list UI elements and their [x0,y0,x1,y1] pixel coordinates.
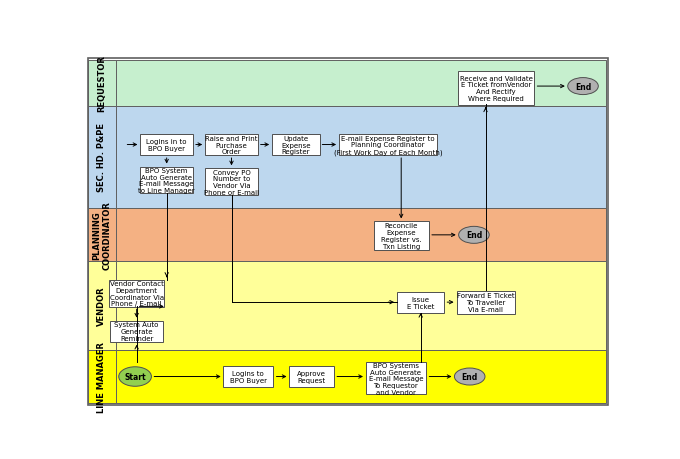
FancyBboxPatch shape [110,321,163,342]
FancyBboxPatch shape [339,134,437,156]
Text: End: End [462,372,478,381]
Text: Vendor Contact
Department
Coordinator Via
Phone / E-mail: Vendor Contact Department Coordinator Vi… [109,280,164,307]
Bar [116,262,606,350]
Text: VENDOR: VENDOR [97,286,106,326]
Text: End: End [575,83,591,91]
Text: Logins to
BPO Buyer: Logins to BPO Buyer [230,370,267,383]
Text: Approve
Request: Approve Request [297,370,326,383]
Ellipse shape [458,227,489,244]
FancyBboxPatch shape [458,72,534,106]
Text: BPO Systems
Auto Generate
E-mail Message
To Requestor
and Vendor: BPO Systems Auto Generate E-mail Message… [369,362,423,395]
FancyBboxPatch shape [140,167,193,194]
FancyBboxPatch shape [373,222,429,250]
Text: BPO System
Auto Generate
E-mail Message
to Line Manager: BPO System Auto Generate E-mail Message … [138,168,195,194]
Bar [88,262,116,350]
Text: System Auto
Generate
Reminder: System Auto Generate Reminder [114,322,159,341]
Bar [88,106,116,209]
Text: REQUESTOR: REQUESTOR [97,55,106,112]
FancyBboxPatch shape [289,366,334,387]
FancyBboxPatch shape [456,291,515,314]
Text: End: End [466,231,482,240]
Text: Reconcile
Expense
Register vs.
Txn Listing: Reconcile Expense Register vs. Txn Listi… [381,223,422,249]
Text: Start: Start [124,372,146,381]
Bar [116,106,606,209]
Text: Update
Expense
Register: Update Expense Register [281,135,311,155]
Text: Raise and Print
Purchase
Order: Raise and Print Purchase Order [205,135,258,155]
FancyBboxPatch shape [109,280,165,307]
Ellipse shape [568,78,598,95]
FancyBboxPatch shape [140,134,193,156]
FancyBboxPatch shape [223,366,273,387]
Bar [88,209,116,262]
Bar [116,209,606,262]
Text: LINE MANAGER: LINE MANAGER [97,341,106,412]
FancyBboxPatch shape [205,169,258,196]
Text: SEC. HD. P&PE: SEC. HD. P&PE [97,123,106,192]
Bar [116,61,606,106]
Ellipse shape [119,367,152,386]
Text: Receive and Validate
E Ticket fromVendor
And Rectify
Where Required: Receive and Validate E Ticket fromVendor… [460,76,532,102]
FancyBboxPatch shape [272,134,320,156]
Bar [88,61,116,106]
Text: Issue
E Ticket: Issue E Ticket [407,296,435,309]
Text: PLANNING
COORDINATOR: PLANNING COORDINATOR [92,201,112,270]
Ellipse shape [454,368,485,385]
FancyBboxPatch shape [397,292,445,313]
Bar [116,350,606,403]
Text: Convey PO
Number to
Vendor Via
Phone or E-mail: Convey PO Number to Vendor Via Phone or … [204,169,259,196]
FancyBboxPatch shape [205,134,258,156]
FancyBboxPatch shape [366,363,426,394]
Text: Logins in to
BPO Buyer: Logins in to BPO Buyer [146,139,187,151]
Bar [88,350,116,403]
Text: Forward E Ticket
To Traveller
Via E-mail: Forward E Ticket To Traveller Via E-mail [457,293,514,312]
Text: E-mail Expense Register to
Planning Coordinator
(First Work Day of Each Month): E-mail Expense Register to Planning Coor… [334,135,442,155]
